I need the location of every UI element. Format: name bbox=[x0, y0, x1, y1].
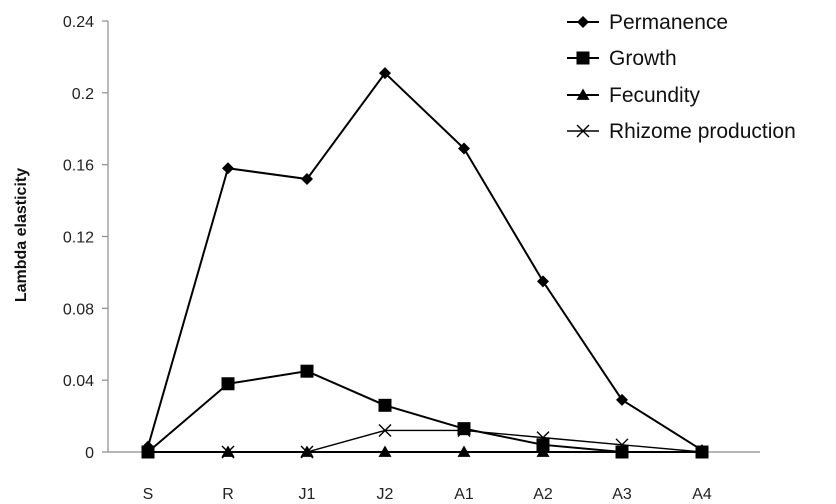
y-tick-label: 0.24 bbox=[63, 14, 94, 31]
legend-entry: Growth bbox=[567, 47, 677, 70]
x-tick-label: J1 bbox=[299, 486, 316, 503]
series-diamond bbox=[142, 67, 708, 457]
data-point bbox=[615, 445, 629, 459]
legend-marker bbox=[577, 16, 589, 28]
x-tick-label: A2 bbox=[533, 486, 553, 503]
data-point bbox=[378, 398, 392, 412]
data-point bbox=[222, 162, 234, 175]
legend-marker bbox=[576, 124, 590, 138]
legend-label: Permanence bbox=[609, 11, 728, 34]
legend-entry: Permanence bbox=[567, 11, 728, 34]
data-point bbox=[221, 377, 235, 391]
data-point bbox=[378, 445, 392, 457]
y-tick-label: 0.16 bbox=[63, 158, 94, 175]
data-point bbox=[379, 67, 391, 80]
x-axis-ticks: S R J1 J2 A1 A2 A3 A4 bbox=[143, 486, 712, 503]
data-point bbox=[616, 393, 628, 406]
series-group bbox=[141, 67, 709, 459]
legend-marker bbox=[576, 51, 590, 65]
x-tick-label: R bbox=[222, 486, 234, 503]
x-tick-label: A1 bbox=[454, 486, 474, 503]
data-point bbox=[457, 445, 471, 457]
legend-entry: Fecundity bbox=[567, 84, 701, 107]
x-tick-label: A3 bbox=[612, 486, 632, 503]
legend-marker bbox=[576, 88, 590, 100]
series-line bbox=[147, 370, 702, 453]
data-point bbox=[458, 142, 470, 155]
legend-label: Growth bbox=[609, 47, 677, 70]
y-tick-label: 0.2 bbox=[72, 86, 94, 103]
legend: Permanence Growth Fecundity Rhizome product… bbox=[567, 11, 796, 143]
x-tick-label: J2 bbox=[377, 486, 394, 503]
data-point bbox=[536, 438, 550, 452]
y-axis-ticks: 0 0.04 0.08 0.12 0.16 0.2 0.24 bbox=[63, 14, 108, 462]
data-point bbox=[696, 444, 708, 457]
y-tick-label: 0.08 bbox=[63, 301, 94, 318]
series-line bbox=[147, 71, 703, 452]
y-tick-label: 0.04 bbox=[63, 373, 94, 390]
x-tick-label: S bbox=[143, 486, 154, 503]
data-point bbox=[457, 422, 471, 436]
data-point bbox=[142, 440, 154, 453]
series-square bbox=[141, 364, 709, 459]
legend-label: Rhizome production bbox=[609, 120, 796, 143]
data-point bbox=[537, 275, 549, 288]
data-point bbox=[300, 364, 314, 378]
data-point bbox=[378, 423, 392, 437]
legend-label: Fecundity bbox=[609, 84, 701, 107]
legend-entry: Rhizome production bbox=[567, 120, 796, 143]
y-axis-title: Lambda elasticity bbox=[13, 168, 30, 302]
x-tick-label: A4 bbox=[692, 486, 712, 503]
y-tick-label: 0 bbox=[85, 445, 94, 462]
data-point bbox=[221, 445, 235, 457]
y-tick-label: 0.12 bbox=[63, 230, 94, 247]
data-point bbox=[300, 445, 314, 457]
data-point bbox=[301, 173, 313, 186]
